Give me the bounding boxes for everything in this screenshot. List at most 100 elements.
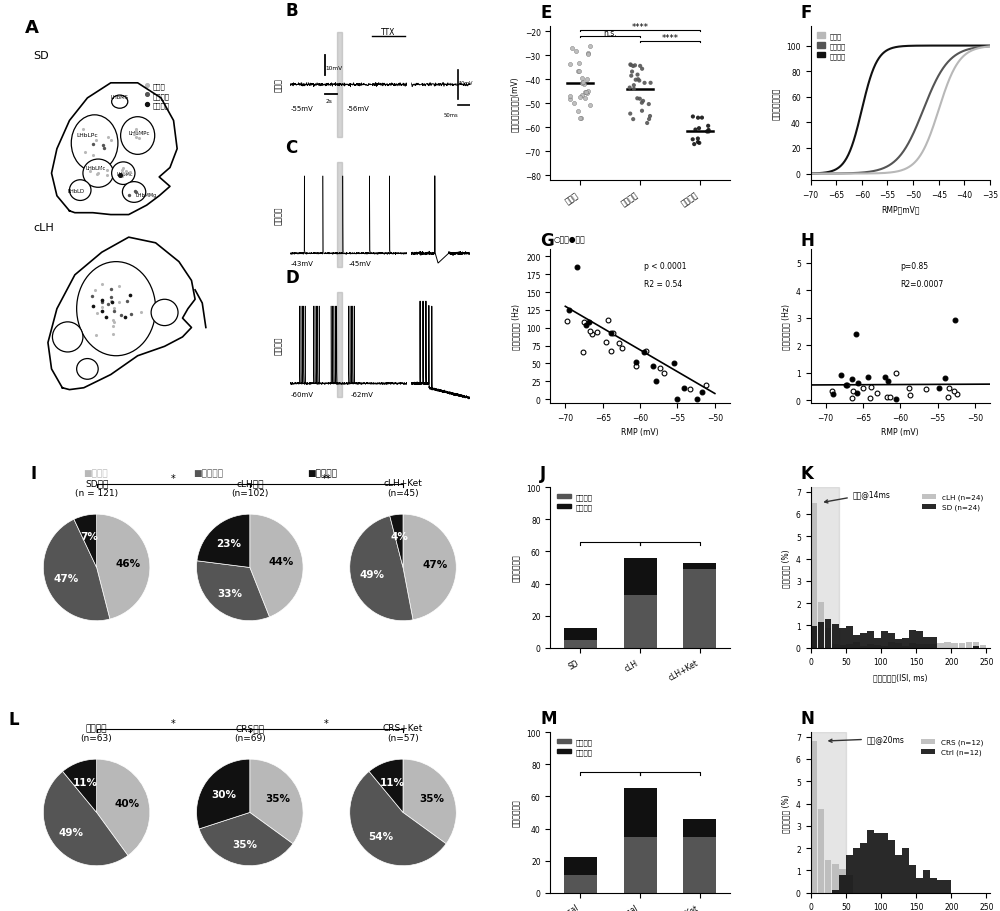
- Point: [92, 162, 108, 177]
- Point: [689, 393, 705, 407]
- Text: 簇状放电: 簇状放电: [274, 336, 283, 354]
- Text: *: *: [171, 473, 176, 483]
- Text: -60mV: -60mV: [290, 391, 313, 397]
- Point: [694, 385, 710, 400]
- Point: [632, 92, 648, 107]
- Bar: [846, 644, 853, 648]
- Text: LHbMMg: LHbMMg: [136, 192, 157, 198]
- Ellipse shape: [77, 262, 156, 356]
- Bar: [839, 629, 846, 648]
- Point: [127, 185, 143, 200]
- Text: LHbLD: LHbLD: [68, 189, 85, 194]
- Bar: [888, 840, 895, 893]
- Bar: [959, 643, 965, 648]
- Wedge shape: [390, 515, 403, 568]
- Bar: [867, 644, 874, 648]
- Point: [700, 119, 716, 134]
- Point: [669, 393, 685, 407]
- Point: [128, 123, 144, 138]
- Point: [104, 296, 120, 311]
- Point: [94, 300, 110, 314]
- Text: 46%: 46%: [116, 558, 141, 568]
- Ellipse shape: [71, 116, 118, 172]
- Point: [838, 379, 854, 394]
- Point: [122, 165, 138, 179]
- Point: [77, 146, 93, 160]
- Point: [85, 138, 101, 152]
- Bar: [895, 643, 902, 648]
- Point: [572, 112, 588, 127]
- Wedge shape: [197, 515, 250, 568]
- Title: cLH+Ket
(n=45): cLH+Ket (n=45): [384, 478, 422, 497]
- Point: [849, 386, 865, 401]
- Text: 4%: 4%: [390, 531, 408, 541]
- Title: SD大鼠
(n = 121): SD大鼠 (n = 121): [75, 478, 118, 497]
- Point: [85, 300, 101, 314]
- Point: [687, 123, 703, 138]
- Wedge shape: [403, 515, 456, 620]
- Text: 11%: 11%: [380, 777, 405, 787]
- Point: [641, 113, 657, 128]
- Point: [98, 310, 114, 324]
- Point: [131, 127, 147, 141]
- Point: [628, 74, 644, 88]
- 单个放电: [956, 47, 968, 58]
- Point: [88, 328, 104, 343]
- Point: [103, 290, 119, 304]
- Text: 11%: 11%: [73, 777, 98, 787]
- Point: [611, 337, 627, 352]
- Point: [845, 384, 861, 399]
- 不放电: [984, 42, 996, 53]
- Point: [877, 371, 893, 385]
- Wedge shape: [43, 772, 128, 865]
- Point: [106, 315, 122, 330]
- Point: [119, 294, 135, 309]
- Point: [686, 138, 702, 152]
- Wedge shape: [97, 759, 150, 855]
- Text: TTX: TTX: [381, 28, 396, 37]
- Bar: [916, 631, 923, 648]
- Text: 10mV: 10mV: [326, 66, 343, 71]
- Text: 2s: 2s: [325, 98, 332, 104]
- Point: [682, 382, 698, 396]
- Point: [642, 109, 658, 124]
- Point: [691, 137, 707, 151]
- Bar: [930, 637, 937, 648]
- Point: [622, 58, 638, 73]
- Text: 47%: 47%: [54, 574, 79, 584]
- Point: [623, 58, 639, 73]
- Y-axis label: 簇内发放频率 (Hz): 簇内发放频率 (Hz): [512, 303, 521, 350]
- Text: -55mV: -55mV: [290, 106, 313, 111]
- Bar: [881, 646, 888, 648]
- Y-axis label: 神经元静息膜电位(mV): 神经元静息膜电位(mV): [510, 77, 519, 132]
- Bar: [937, 880, 944, 893]
- Point: [582, 98, 598, 113]
- Point: [676, 381, 692, 395]
- Bar: [867, 830, 874, 893]
- Text: 不放电: 不放电: [274, 78, 283, 92]
- Point: [578, 86, 594, 100]
- Bar: [564, 875, 597, 893]
- Y-axis label: 簇间发放频率 (Hz): 簇间发放频率 (Hz): [781, 303, 790, 350]
- Text: E: E: [540, 5, 552, 22]
- Point: [869, 386, 885, 401]
- Point: [581, 315, 597, 330]
- Point: [128, 185, 144, 200]
- Point: [701, 124, 717, 138]
- Text: K: K: [801, 465, 813, 483]
- Point: [96, 141, 112, 156]
- Text: 35%: 35%: [232, 839, 257, 849]
- Bar: [832, 625, 839, 648]
- Point: [99, 163, 115, 178]
- Point: [105, 319, 121, 333]
- Bar: [624, 789, 657, 836]
- Point: [580, 46, 596, 61]
- Point: [575, 76, 591, 90]
- Wedge shape: [250, 515, 303, 618]
- Bar: [624, 558, 657, 595]
- Point: [106, 302, 122, 316]
- Text: F: F: [801, 5, 812, 22]
- Point: [634, 62, 650, 77]
- Bar: [944, 642, 951, 648]
- Point: [123, 308, 139, 322]
